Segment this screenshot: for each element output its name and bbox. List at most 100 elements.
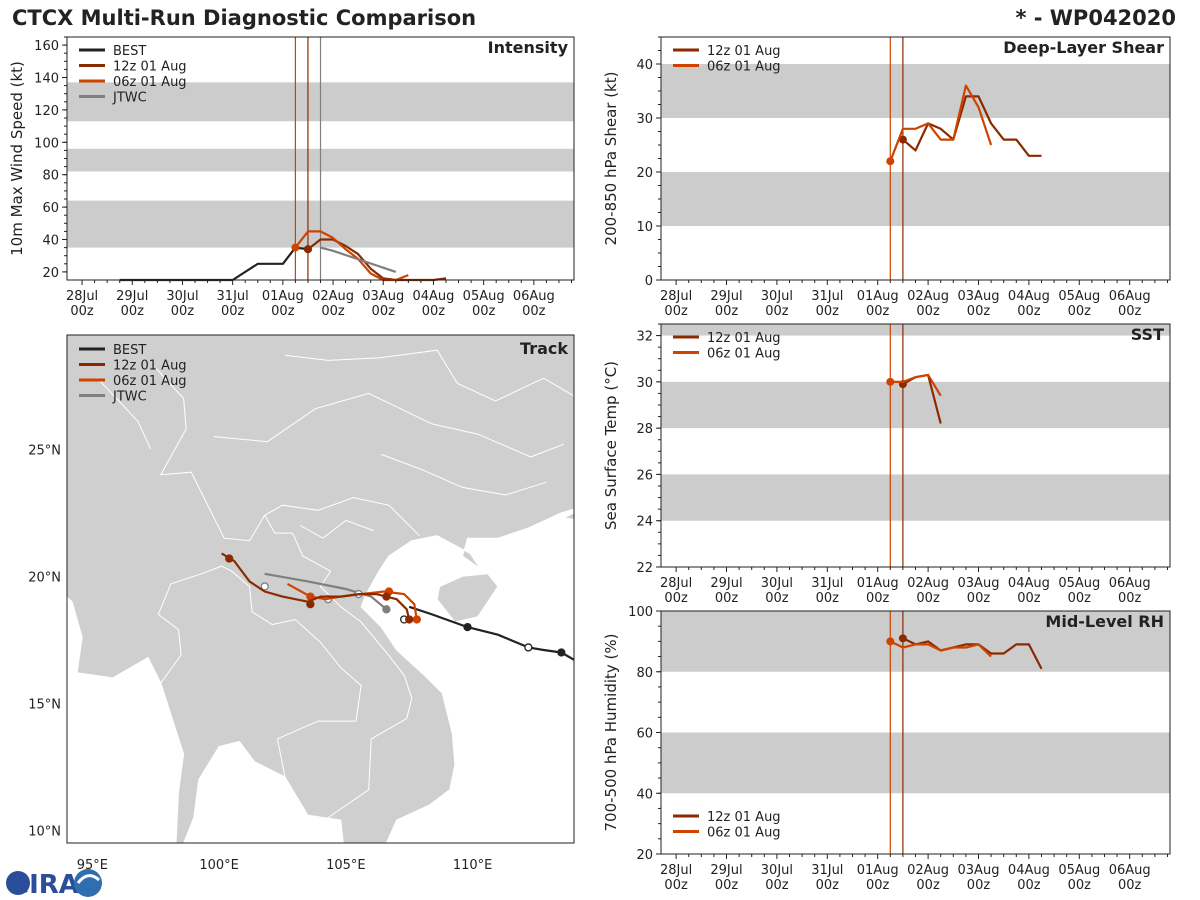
legend-label: JTWC bbox=[112, 91, 147, 106]
x-tick-label: 06Aug bbox=[513, 289, 555, 304]
band-1 bbox=[661, 611, 1170, 672]
legend-label: 12z 01 Aug bbox=[113, 359, 187, 374]
legend-label: JTWC bbox=[112, 390, 147, 405]
x-tick-label: 04Aug bbox=[1008, 863, 1050, 878]
y-tick-label: 40 bbox=[636, 787, 653, 802]
y-tick-label: 20 bbox=[636, 848, 653, 863]
x-tick-label: 03Aug bbox=[958, 289, 1000, 304]
band-0 bbox=[661, 474, 1170, 521]
track-marker-run12 bbox=[405, 615, 414, 624]
track-marker-best bbox=[557, 648, 566, 657]
storm-id: * - WP042020 bbox=[1015, 6, 1176, 30]
x-tick-label: 00z bbox=[1017, 304, 1041, 319]
border-line-8 bbox=[381, 453, 547, 496]
legend-label: BEST bbox=[113, 343, 146, 358]
x-tick-label: 02Aug bbox=[312, 289, 354, 304]
y-tick-label: 0 bbox=[645, 274, 653, 289]
legend-label: 06z 01 Aug bbox=[113, 75, 187, 90]
band-0 bbox=[661, 732, 1170, 794]
y-tick-label: 160 bbox=[34, 39, 59, 54]
band-1 bbox=[661, 381, 1170, 429]
x-tick-label: 00z bbox=[664, 591, 688, 606]
y-tick-label: 30 bbox=[636, 112, 653, 127]
x-tick-label: 03Aug bbox=[362, 289, 404, 304]
x-tick-label: 02Aug bbox=[907, 289, 949, 304]
border-line-7 bbox=[284, 349, 574, 402]
y-axis-label: 10m Max Wind Speed (kt) bbox=[8, 61, 26, 256]
x-tick-label: 00z bbox=[715, 591, 739, 606]
legend-label: 06z 01 Aug bbox=[113, 374, 187, 389]
x-tick-label: 01Aug bbox=[262, 289, 304, 304]
x-tick-label: 00z bbox=[916, 878, 940, 893]
legend-label: 12z 01 Aug bbox=[707, 331, 781, 346]
legend-label: 06z 01 Aug bbox=[707, 60, 781, 75]
x-tick-label: 00z bbox=[422, 304, 446, 319]
cira-logo: CIRA bbox=[6, 869, 102, 900]
y-tick-label: 20 bbox=[636, 166, 653, 181]
marker-run12 bbox=[303, 245, 312, 254]
x-tick-label: 06Aug bbox=[1109, 289, 1151, 304]
x-tick-label: 04Aug bbox=[1008, 289, 1050, 304]
y-tick-label: 100 bbox=[34, 136, 59, 151]
x-tick-label: 00z bbox=[1017, 591, 1041, 606]
x-tick-label: 00z bbox=[967, 878, 991, 893]
x-tick-label: 06Aug bbox=[1109, 863, 1151, 878]
legend-label: 12z 01 Aug bbox=[113, 60, 187, 75]
x-tick-label: 00z bbox=[1118, 304, 1142, 319]
y-tick-label: 26 bbox=[636, 468, 653, 483]
x-tick-label: 03Aug bbox=[958, 863, 1000, 878]
series-run12 bbox=[902, 637, 1043, 670]
y-tick-label: 80 bbox=[636, 666, 653, 681]
x-tick-label: 05Aug bbox=[1058, 576, 1100, 591]
series-run06 bbox=[890, 373, 942, 397]
track-marker-jtwc bbox=[382, 605, 391, 614]
logo-swirl-icon bbox=[76, 874, 101, 884]
x-tick-label: 00z bbox=[171, 304, 195, 319]
track-jtwc bbox=[264, 572, 388, 611]
y-tick-label: 60 bbox=[42, 201, 59, 216]
marker-run06 bbox=[291, 243, 300, 252]
map-layer bbox=[67, 335, 574, 843]
x-tick-label: 30Jul bbox=[761, 863, 793, 878]
border-line-6 bbox=[213, 392, 565, 458]
border-line-0 bbox=[155, 367, 420, 542]
panel-title: Mid-Level RH bbox=[1045, 612, 1164, 631]
x-tick-label: 00z bbox=[866, 591, 890, 606]
y-axis-label: Sea Surface Temp (°C) bbox=[602, 361, 620, 530]
x-tick-label: 00z bbox=[70, 304, 94, 319]
x-tick-label: 00z bbox=[1068, 304, 1092, 319]
track-marker-best bbox=[463, 622, 472, 632]
x-tick-label: 00z bbox=[715, 878, 739, 893]
series-run06 bbox=[889, 640, 992, 658]
y-tick-label: 20 bbox=[42, 266, 59, 281]
x-tick-label: 00z bbox=[664, 304, 688, 319]
y-tick-label: 100 bbox=[628, 605, 653, 620]
x-tick-label: 05Aug bbox=[463, 289, 505, 304]
x-tick-label: 00z bbox=[866, 304, 890, 319]
y-tick-label: 32 bbox=[636, 330, 653, 345]
x-tick-label: 00z bbox=[765, 878, 789, 893]
marker-run06 bbox=[886, 637, 895, 646]
x-tick-label: 05Aug bbox=[1058, 863, 1100, 878]
intensity-panel: 2040608010012014016028Jul00z29Jul00z30Ju… bbox=[8, 36, 575, 319]
y-tick-label: 30 bbox=[636, 376, 653, 391]
marker-run06 bbox=[886, 157, 895, 166]
series-run06 bbox=[889, 84, 993, 162]
y-tick-label: 22 bbox=[636, 561, 653, 576]
x-tick-label: 00z bbox=[816, 878, 840, 893]
legend-label: 12z 01 Aug bbox=[707, 810, 781, 825]
x-tick-label: 00z bbox=[916, 591, 940, 606]
track-marker-best bbox=[524, 643, 533, 652]
x-tick-label: 28Jul bbox=[660, 863, 692, 878]
lon-tick-label: 110°E bbox=[453, 858, 493, 873]
border-line-3 bbox=[157, 565, 222, 684]
x-tick-label: 28Jul bbox=[660, 289, 692, 304]
x-tick-label: 04Aug bbox=[1008, 576, 1050, 591]
x-tick-label: 00z bbox=[765, 304, 789, 319]
y-tick-label: 120 bbox=[34, 104, 59, 119]
x-tick-label: 06Aug bbox=[1109, 576, 1151, 591]
y-tick-label: 24 bbox=[636, 515, 653, 530]
y-tick-label: 28 bbox=[636, 422, 653, 437]
track-panel: 95°E 100°E 105°E 110°E 10°N 15°N 20°N 25°N Track… bbox=[28, 334, 575, 873]
legend-label: 06z 01 Aug bbox=[707, 347, 781, 362]
